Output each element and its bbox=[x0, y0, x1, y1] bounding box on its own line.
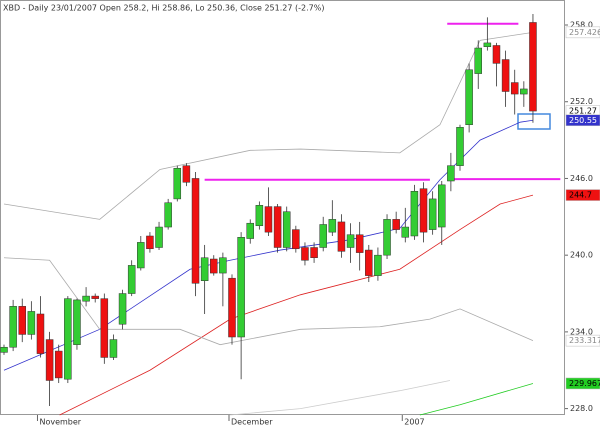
candle-body bbox=[438, 184, 446, 228]
highlight-box bbox=[517, 113, 551, 130]
candle-body bbox=[428, 198, 437, 230]
candle-body bbox=[319, 224, 327, 248]
price-tag-label: 251.27 bbox=[569, 107, 597, 116]
candle-body bbox=[191, 178, 200, 284]
candle-body bbox=[137, 242, 145, 269]
candle-body bbox=[520, 88, 528, 95]
candle-body bbox=[392, 219, 400, 230]
x-tick-label: December bbox=[231, 418, 273, 427]
candle-body bbox=[155, 226, 163, 248]
candle-body bbox=[91, 295, 99, 299]
candle-body bbox=[419, 188, 428, 233]
candle-body bbox=[474, 47, 482, 74]
chart-title: XBD - Daily 23/01/2007 Open 258.2, Hi 25… bbox=[3, 4, 324, 13]
price-tag bbox=[565, 189, 600, 201]
candle-body bbox=[73, 299, 81, 345]
x-tick-label: 2007 bbox=[404, 418, 424, 427]
candle-body bbox=[200, 257, 209, 281]
price-tag bbox=[565, 334, 600, 347]
candle-body bbox=[18, 306, 26, 335]
candle-body bbox=[383, 219, 391, 256]
candle-body bbox=[27, 311, 36, 335]
candle-body bbox=[337, 221, 346, 252]
candle-body bbox=[210, 258, 218, 274]
candle-body bbox=[255, 205, 264, 227]
price-tag-label: 229.967 bbox=[569, 379, 600, 388]
candle-body bbox=[492, 45, 501, 64]
price-tag bbox=[565, 377, 600, 390]
y-tick-label: 258.0 bbox=[570, 21, 593, 30]
candle-body bbox=[0, 346, 8, 353]
candle-body bbox=[510, 82, 519, 95]
y-tick-label: 252.0 bbox=[570, 97, 593, 106]
candle-body bbox=[292, 229, 300, 250]
y-tick-label: 246.0 bbox=[570, 174, 593, 183]
indicator-line bbox=[230, 380, 451, 416]
candle-body bbox=[173, 167, 182, 200]
candle-body bbox=[36, 313, 45, 354]
candle-body bbox=[355, 234, 364, 253]
candle-body bbox=[401, 226, 410, 238]
candle-body bbox=[109, 339, 118, 358]
candle-body bbox=[447, 165, 455, 182]
candle-body bbox=[164, 202, 172, 228]
indicator-line bbox=[419, 383, 534, 416]
candle-body bbox=[328, 219, 337, 233]
candle-body bbox=[273, 206, 282, 248]
indicator-line bbox=[59, 194, 534, 416]
candle-body bbox=[301, 247, 309, 261]
y-tick-label: 234.0 bbox=[570, 327, 593, 336]
candle-body bbox=[501, 59, 510, 92]
price-tag-label: 250.55 bbox=[569, 116, 597, 125]
candle-body bbox=[219, 257, 227, 274]
candle-body bbox=[465, 69, 473, 125]
candle-body bbox=[9, 306, 17, 348]
plot-frame bbox=[0, 0, 565, 415]
candle-body bbox=[264, 206, 273, 233]
candle-body bbox=[64, 298, 72, 380]
candle-body bbox=[529, 22, 537, 112]
candle-body bbox=[100, 298, 109, 358]
candle-body bbox=[54, 350, 63, 379]
price-tag bbox=[565, 26, 600, 39]
candle-body bbox=[237, 237, 245, 338]
candle-body bbox=[282, 211, 291, 248]
candle-body bbox=[146, 235, 154, 250]
candle-body bbox=[182, 165, 191, 183]
indicator-line bbox=[3, 257, 534, 346]
x-tick-label: November bbox=[39, 418, 81, 427]
candle-body bbox=[374, 254, 382, 276]
candle-body bbox=[118, 293, 127, 325]
candle-body bbox=[45, 339, 54, 381]
candle-body bbox=[127, 265, 136, 294]
candle-body bbox=[483, 42, 492, 48]
price-tag-label: 244.7 bbox=[569, 191, 592, 200]
candle-body bbox=[346, 234, 355, 248]
price-tag-label: 257.426 bbox=[569, 28, 600, 37]
price-tag bbox=[565, 114, 600, 127]
candle-body bbox=[246, 222, 254, 239]
candle-body bbox=[310, 247, 318, 258]
candle-body bbox=[456, 127, 464, 166]
candle-body bbox=[365, 249, 373, 276]
candle-body bbox=[228, 277, 236, 338]
candle-body bbox=[82, 295, 90, 302]
price-tag-label: 233.317 bbox=[569, 336, 600, 345]
indicator-line bbox=[3, 31, 534, 220]
y-tick-label: 228.0 bbox=[570, 404, 593, 413]
candle-body bbox=[410, 190, 419, 237]
y-tick-label: 240.0 bbox=[570, 251, 593, 260]
